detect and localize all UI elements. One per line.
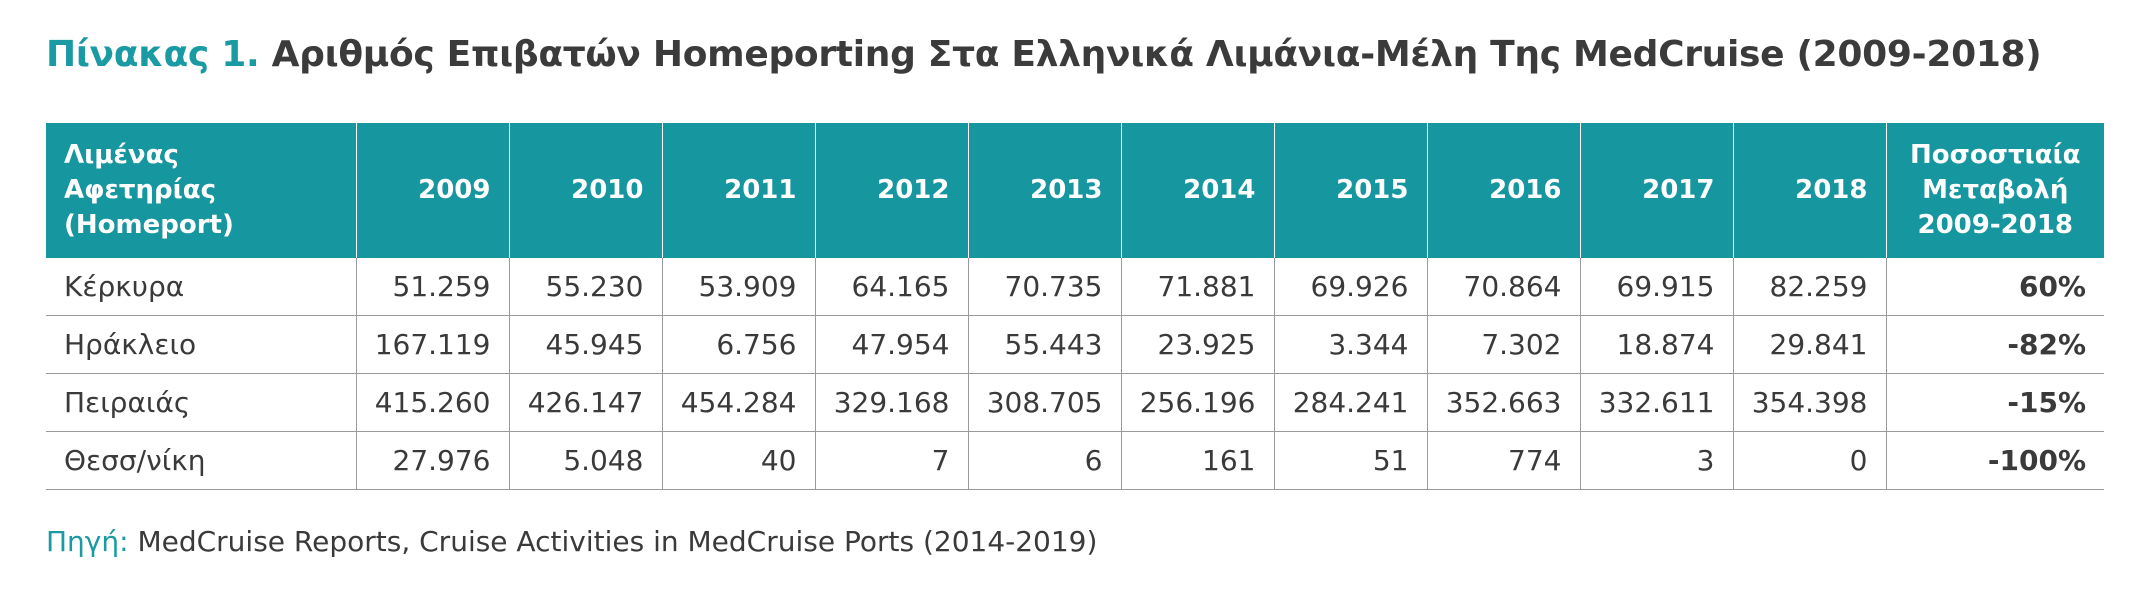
- cell-value: 29.841: [1732, 315, 1886, 374]
- cell-value: 774: [1426, 431, 1580, 490]
- cell-value: 23.925: [1120, 315, 1274, 374]
- header-change-line3: 2009-2018: [1917, 210, 2074, 240]
- cell-value: 161: [1120, 431, 1274, 490]
- source-text: MedCruise Reports, Cruise Activities in …: [128, 525, 1098, 558]
- header-row: Λιμένας Αφετηρίας (Homeport) 2009 2010 2…: [46, 123, 2104, 258]
- header-change-line2: Μεταβολή: [1922, 175, 2069, 205]
- header-port-line1: Λιμένας Αφετηρίας: [64, 140, 217, 205]
- header-year: 2012: [814, 123, 968, 258]
- cell-value: 70.735: [967, 258, 1121, 316]
- cell-port: Κέρκυρα: [46, 258, 356, 316]
- cell-value: 51: [1273, 431, 1427, 490]
- cell-value: 45.945: [508, 315, 662, 374]
- table-row: Θεσσ/νίκη 27.976 5.048 40 7 6 161 51 774…: [46, 431, 2104, 490]
- header-year: 2015: [1273, 123, 1427, 258]
- table-row: Πειραιάς 415.260 426.147 454.284 329.168…: [46, 373, 2104, 432]
- cell-value: 256.196: [1120, 373, 1274, 432]
- cell-value: 354.398: [1732, 373, 1886, 432]
- cell-value: 352.663: [1426, 373, 1580, 432]
- cell-value: 7: [814, 431, 968, 490]
- table-title: Πίνακας 1. Αριθμός Επιβατών Homeporting …: [46, 34, 2042, 75]
- cell-value: 18.874: [1579, 315, 1733, 374]
- header-year: 2018: [1732, 123, 1886, 258]
- cell-value: 70.864: [1426, 258, 1580, 316]
- header-year: 2010: [508, 123, 662, 258]
- table-title-text: Αριθμός Επιβατών Homeporting Στα Ελληνικ…: [271, 34, 2042, 75]
- header-change: Ποσοστιαία Μεταβολή 2009-2018: [1885, 123, 2104, 258]
- cell-port: Ηράκλειο: [46, 315, 356, 374]
- cell-value: 6: [967, 431, 1121, 490]
- cell-value: 3: [1579, 431, 1733, 490]
- cell-change: -82%: [1885, 315, 2104, 374]
- cell-value: 69.926: [1273, 258, 1427, 316]
- cell-port: Θεσσ/νίκη: [46, 431, 356, 490]
- header-change-line1: Ποσοστιαία: [1909, 140, 2081, 170]
- cell-value: 82.259: [1732, 258, 1886, 316]
- source-label: Πηγή:: [46, 525, 129, 558]
- cell-value: 69.915: [1579, 258, 1733, 316]
- cell-value: 53.909: [661, 258, 815, 316]
- header-year: 2017: [1579, 123, 1733, 258]
- source-note: Πηγή: MedCruise Reports, Cruise Activiti…: [46, 525, 1097, 558]
- header-year: 2011: [661, 123, 815, 258]
- header-year: 2009: [355, 123, 509, 258]
- table-row: Κέρκυρα 51.259 55.230 53.909 64.165 70.7…: [46, 258, 2104, 316]
- cell-value: 64.165: [814, 258, 968, 316]
- cell-change: -100%: [1885, 431, 2104, 490]
- cell-value: 5.048: [508, 431, 662, 490]
- cell-value: 6.756: [661, 315, 815, 374]
- cell-value: 3.344: [1273, 315, 1427, 374]
- cell-value: 71.881: [1120, 258, 1274, 316]
- cell-change: -15%: [1885, 373, 2104, 432]
- passengers-table: Λιμένας Αφετηρίας (Homeport) 2009 2010 2…: [46, 123, 2104, 490]
- table-row: Ηράκλειο 167.119 45.945 6.756 47.954 55.…: [46, 315, 2104, 374]
- header-port: Λιμένας Αφετηρίας (Homeport): [46, 123, 356, 258]
- header-year: 2014: [1120, 123, 1274, 258]
- cell-value: 167.119: [355, 315, 509, 374]
- cell-value: 308.705: [967, 373, 1121, 432]
- cell-value: 454.284: [661, 373, 815, 432]
- cell-value: 284.241: [1273, 373, 1427, 432]
- table-title-number: Πίνακας 1.: [46, 34, 260, 75]
- header-year: 2016: [1426, 123, 1580, 258]
- cell-value: 332.611: [1579, 373, 1733, 432]
- cell-change: 60%: [1885, 258, 2104, 316]
- cell-value: 426.147: [508, 373, 662, 432]
- cell-value: 329.168: [814, 373, 968, 432]
- cell-value: 7.302: [1426, 315, 1580, 374]
- cell-value: 27.976: [355, 431, 509, 490]
- cell-value: 51.259: [355, 258, 509, 316]
- cell-value: 55.230: [508, 258, 662, 316]
- cell-port: Πειραιάς: [46, 373, 356, 432]
- cell-value: 415.260: [355, 373, 509, 432]
- cell-value: 40: [661, 431, 815, 490]
- cell-value: 0: [1732, 431, 1886, 490]
- cell-value: 55.443: [967, 315, 1121, 374]
- cell-value: 47.954: [814, 315, 968, 374]
- header-year: 2013: [967, 123, 1121, 258]
- header-port-line2: (Homeport): [64, 210, 234, 240]
